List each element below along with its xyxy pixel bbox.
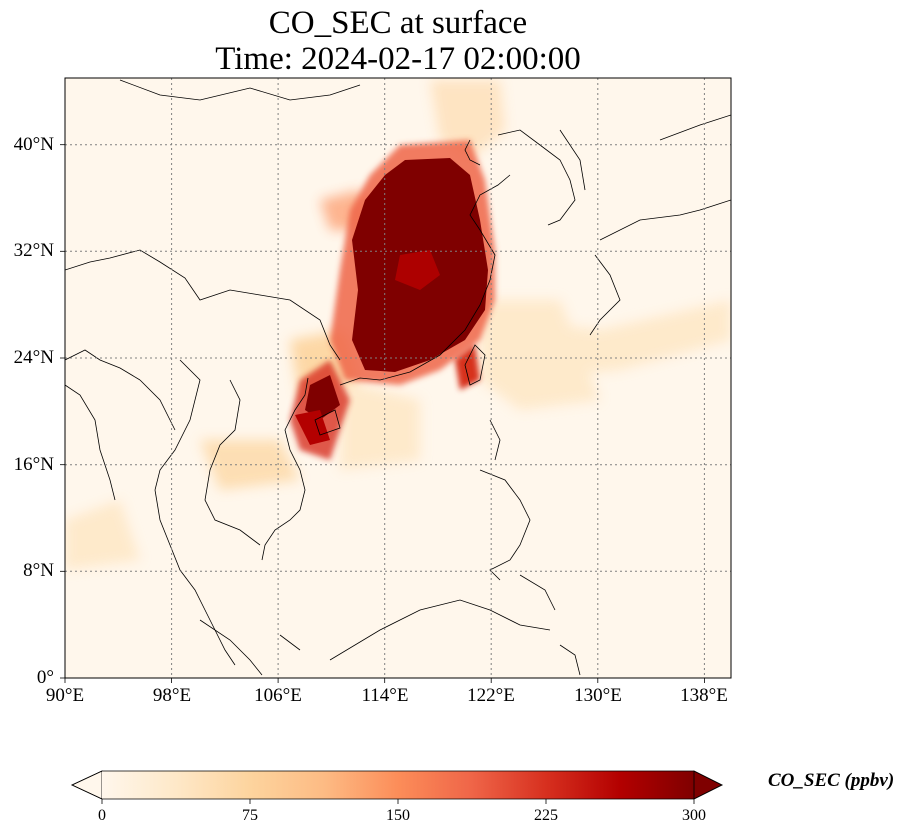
colorbar-extend-high [693,770,723,800]
x-tick-label: 138°E [680,685,728,706]
colorbar-tick-label: 0 [98,807,106,824]
x-tick-label: 122°E [467,685,515,706]
x-tick-label: 90°E [45,685,85,706]
x-tick-label: 114°E [361,685,409,706]
colorbar-gradient [102,771,694,799]
x-tick-label: 98°E [152,685,192,706]
colorbar [60,144,723,804]
colorbar-tick-label: 300 [682,807,706,824]
colorbar-label: CO_SEC (ppbv) [768,770,895,791]
colorbar-extend-low [71,770,103,800]
x-tick-label: 130°E [574,685,622,706]
colorbar-tick-label: 75 [242,807,258,824]
colorbar-tick-label: 225 [534,807,558,824]
concentration-field [65,80,731,570]
y-tick-label: 40°N [13,134,54,155]
y-tick-label: 16°N [13,454,54,475]
gridlines [65,78,731,678]
map-subtitle-time: Time: 2024-02-17 02:00:00 [215,41,581,77]
y-tick-label: 0° [36,667,54,688]
map-frame [64,77,732,679]
x-tick-label: 106°E [254,685,302,706]
map-title: CO_SEC at surface [268,5,528,41]
colorbar-tick-label: 150 [386,807,410,824]
y-tick-label: 24°N [13,347,54,368]
y-tick-label: 8°N [23,560,54,581]
y-tick-label: 32°N [13,240,54,261]
